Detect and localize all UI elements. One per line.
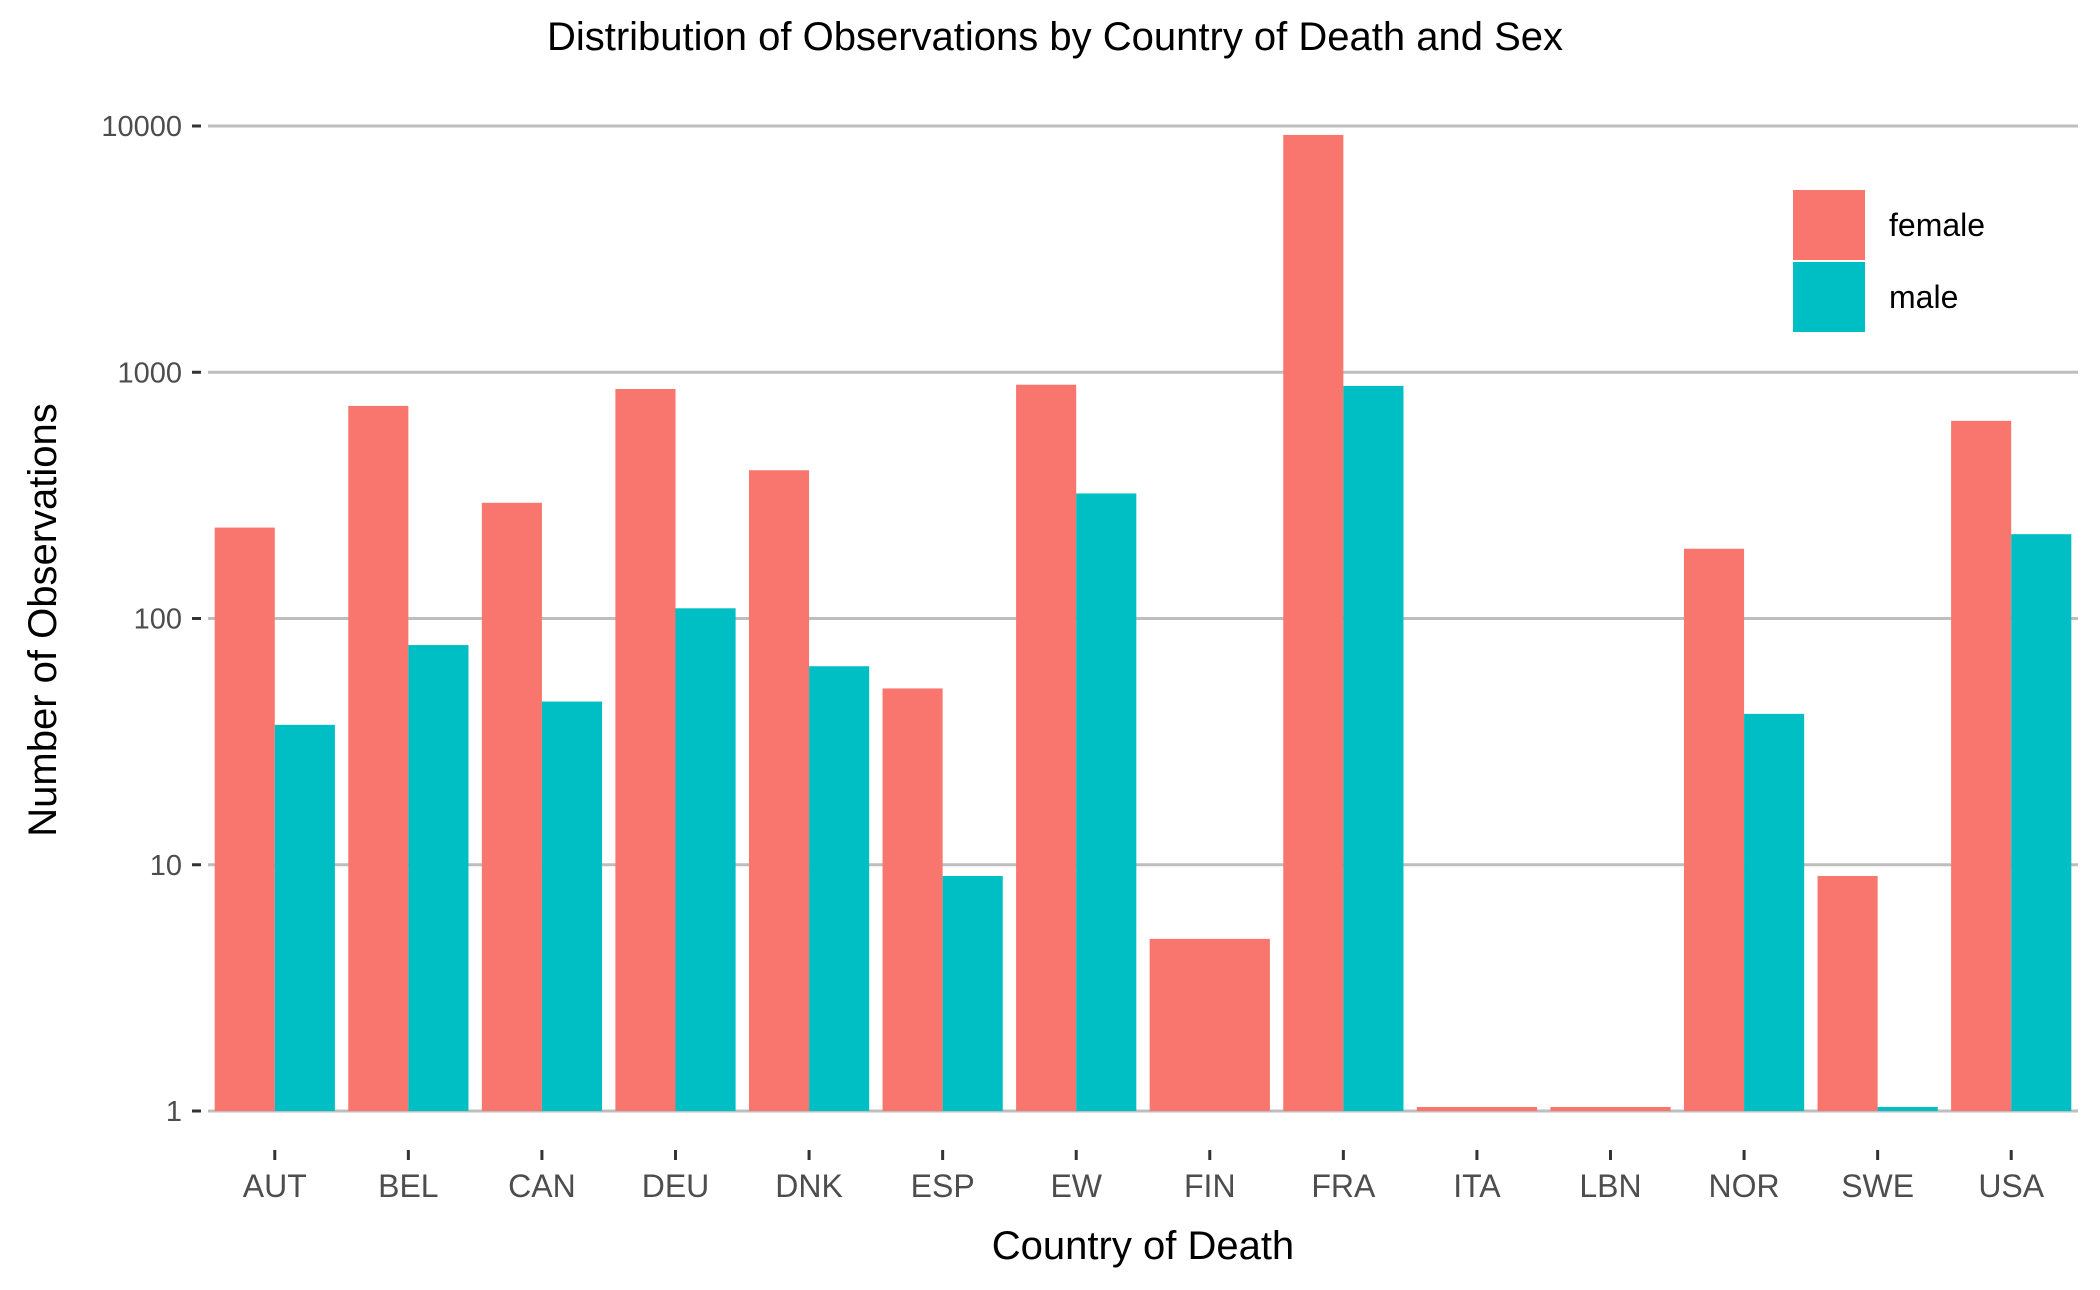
legend-key-male [1793,262,1865,332]
bar-male-can [541,701,603,1111]
x-tick-label: EW [1050,1168,1102,1204]
x-tick-label: USA [1978,1168,2044,1204]
x-tick-label: DNK [775,1168,843,1204]
bar-female-fin [1149,938,1270,1111]
x-tick-label: CAN [508,1168,576,1204]
bar-male-swe [1877,1107,1938,1111]
bar-female-lbn [1550,1107,1671,1111]
bar-female-esp [882,688,943,1111]
bar-female-usa [1951,420,2012,1111]
x-tick-label: FIN [1184,1168,1236,1204]
bars [214,134,2072,1112]
bar-female-nor [1683,548,1745,1111]
bar-female-swe [1817,876,1878,1111]
x-tick-label: SWE [1841,1168,1914,1204]
x-tick-label: AUT [243,1168,307,1204]
x-tick-label: DEU [642,1168,710,1204]
bar-male-fra [1343,385,1404,1111]
x-tick-label: ITA [1453,1168,1501,1204]
bar-female-can [481,502,542,1111]
bar-female-bel [348,405,409,1111]
bar-male-aut [274,724,335,1111]
x-tick-label: NOR [1709,1168,1780,1204]
bar-male-nor [1744,713,1805,1111]
y-axis-title: Number of Observations [21,403,65,837]
bar-female-ew [1016,384,1077,1111]
y-tick-label: 100 [134,604,182,636]
bar-male-ew [1076,493,1137,1111]
x-tick-label: BEL [378,1168,438,1204]
x-axis-title: Country of Death [992,1224,1294,1268]
bar-male-deu [675,608,736,1111]
x-tick-label: LBN [1579,1168,1641,1204]
chart-title: Distribution of Observations by Country … [547,15,1563,59]
bar-female-dnk [748,470,810,1111]
legend-key-female [1793,190,1865,260]
bar-female-aut [214,527,275,1111]
bar-female-ita [1416,1107,1538,1111]
x-axis: AUT BEL CAN DEU DNK ESP EW FIN FRA ITA LBN NOR SWE US… [243,1150,2045,1204]
y-tick-label: 1 [166,1096,182,1128]
x-tick-label: ESP [911,1168,975,1204]
legend-label-female: female [1889,207,1985,243]
legend: female male [1793,190,1985,332]
y-axis: 1 10 100 1000 10000 [101,111,201,1128]
y-tick-label: 10000 [101,111,182,143]
legend-label-male: male [1889,279,1958,315]
bar-male-bel [408,645,469,1111]
y-tick-label: 10 [150,850,182,882]
bar-male-usa [2011,534,2072,1111]
bar-female-deu [615,389,676,1111]
bar-male-dnk [809,666,870,1111]
bar-male-esp [942,876,1003,1111]
bar-female-fra [1283,134,1344,1112]
y-tick-label: 1000 [117,357,182,389]
x-tick-label: FRA [1311,1168,1376,1204]
